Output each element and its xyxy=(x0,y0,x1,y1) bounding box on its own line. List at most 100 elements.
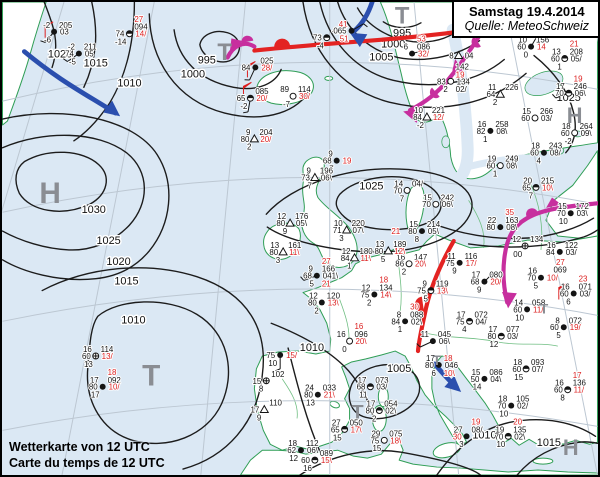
station-value: 12\ xyxy=(394,247,406,256)
station-value: 19 xyxy=(456,70,465,79)
station-value: 11\ xyxy=(289,248,300,257)
isobar-label: 1025 xyxy=(359,180,383,192)
front-bump-semicircle xyxy=(241,35,254,43)
isobar-label: 1010 xyxy=(300,342,324,354)
station-value: 18 xyxy=(444,354,453,363)
station-value: 189 xyxy=(393,240,407,249)
station-value: 08\ xyxy=(496,127,508,136)
station-value: 16 xyxy=(303,464,312,473)
front-occl xyxy=(501,197,598,309)
isobar-line xyxy=(148,13,311,118)
wind-pennant-icon xyxy=(44,21,54,38)
station-plot: 17 072 75 04/4 xyxy=(455,309,489,335)
station-symbol-shower xyxy=(249,133,260,143)
station-value: 2 xyxy=(247,143,251,152)
station-value: 05\ xyxy=(428,227,440,236)
station-symbol-overcast xyxy=(314,391,321,398)
meridian-line xyxy=(2,2,65,212)
station-value: 12 xyxy=(289,454,298,463)
station-plot: 19 249 60 08\ 1 xyxy=(486,154,521,180)
station-value: 3 xyxy=(459,440,464,449)
front-bump-triangle xyxy=(546,197,562,208)
station-value: 60 xyxy=(554,386,563,395)
station-value: 27 xyxy=(322,257,331,266)
isobar-line xyxy=(533,54,576,154)
station-value: 17 xyxy=(457,310,466,319)
station-symbol-clear xyxy=(346,337,354,345)
front-line xyxy=(352,2,375,34)
station-plot: -2 211 74 05 -5 xyxy=(63,42,98,67)
station-value: 13 xyxy=(552,48,561,57)
lake xyxy=(524,70,564,96)
station-value: 156 xyxy=(536,36,550,45)
station-value: 5 xyxy=(556,331,561,340)
station-value: 122 xyxy=(565,241,578,250)
station-symbol-overcast xyxy=(481,278,488,285)
island xyxy=(324,75,334,81)
station-value: 264 xyxy=(580,122,594,131)
station-symbol-overcast xyxy=(560,324,567,331)
station-value: 60 xyxy=(513,305,522,314)
isobar-label: 1020 xyxy=(48,49,72,61)
station-plot: 14 04/707 xyxy=(392,178,425,204)
front-line xyxy=(21,49,118,116)
station-value: 2 xyxy=(493,98,497,107)
station-value: 17/ xyxy=(466,259,478,268)
station-value: 11 xyxy=(359,391,368,400)
station-value: 3 xyxy=(276,256,281,265)
station-value: 8 xyxy=(397,310,402,319)
station-value: 086 xyxy=(417,43,431,52)
station-value: 15 xyxy=(423,193,432,202)
station-value: 6 xyxy=(566,297,571,306)
station-value: 093 xyxy=(531,358,545,367)
station-value: 196 xyxy=(320,167,334,176)
station-value: 0 xyxy=(342,345,347,354)
station-plot: 12 120 80 13\ 2 xyxy=(307,291,342,317)
isobar-line xyxy=(41,267,264,470)
station-value: 84 xyxy=(341,254,350,263)
station-value: 70 xyxy=(422,200,431,209)
isobar-line xyxy=(382,21,422,29)
station-value: 51 xyxy=(340,35,349,44)
station-value: 23 xyxy=(579,275,588,284)
station-plot: 16 114 60 13/13 xyxy=(81,344,115,370)
wind-pennant-icon xyxy=(246,61,256,78)
station-symbol-overcast xyxy=(456,259,463,266)
station-plot: 11 116 75 17/9 xyxy=(445,251,479,277)
station-value: 094 xyxy=(134,23,148,32)
station-value: 17 xyxy=(358,376,367,385)
station-value: 17 xyxy=(426,354,435,363)
station-plot: 10 220 71 07\ 3 xyxy=(332,218,367,244)
front-arrowhead xyxy=(403,108,421,123)
station-value: 7 xyxy=(329,165,333,174)
station-value: 243 xyxy=(549,142,563,151)
station-value: 02\ xyxy=(411,317,423,326)
station-value: 60 xyxy=(517,43,526,52)
station-symbol-clear xyxy=(571,129,579,137)
low-pressure-center-label: T xyxy=(433,352,442,368)
station-plot: 18 112 62 06\ 12 xyxy=(286,438,320,464)
station-value: 07/ xyxy=(532,365,544,374)
station-value: 05 xyxy=(85,50,94,59)
station-value: 84 xyxy=(391,317,400,326)
station-value: 89 xyxy=(280,85,289,94)
station-value: 05\ xyxy=(296,219,308,228)
isobar-label: 1010 xyxy=(121,314,145,326)
station-value: 2 xyxy=(443,85,447,94)
isobar-line xyxy=(270,322,374,416)
map-source: Quelle: MeteoSchweiz xyxy=(464,19,589,33)
station-value: 6 xyxy=(404,43,409,52)
station-value: 20 xyxy=(513,417,522,426)
station-value: 14\ xyxy=(380,291,392,300)
station-value: 08\ xyxy=(506,223,518,232)
station-value: 13 xyxy=(84,360,93,369)
station-value: 12 xyxy=(309,291,318,300)
station-value: 13\ xyxy=(328,298,340,307)
station-value: 147 xyxy=(414,253,427,262)
station-value: 065 xyxy=(333,27,347,36)
station-value: 033 xyxy=(323,384,337,393)
station-value: 116 xyxy=(465,252,478,261)
